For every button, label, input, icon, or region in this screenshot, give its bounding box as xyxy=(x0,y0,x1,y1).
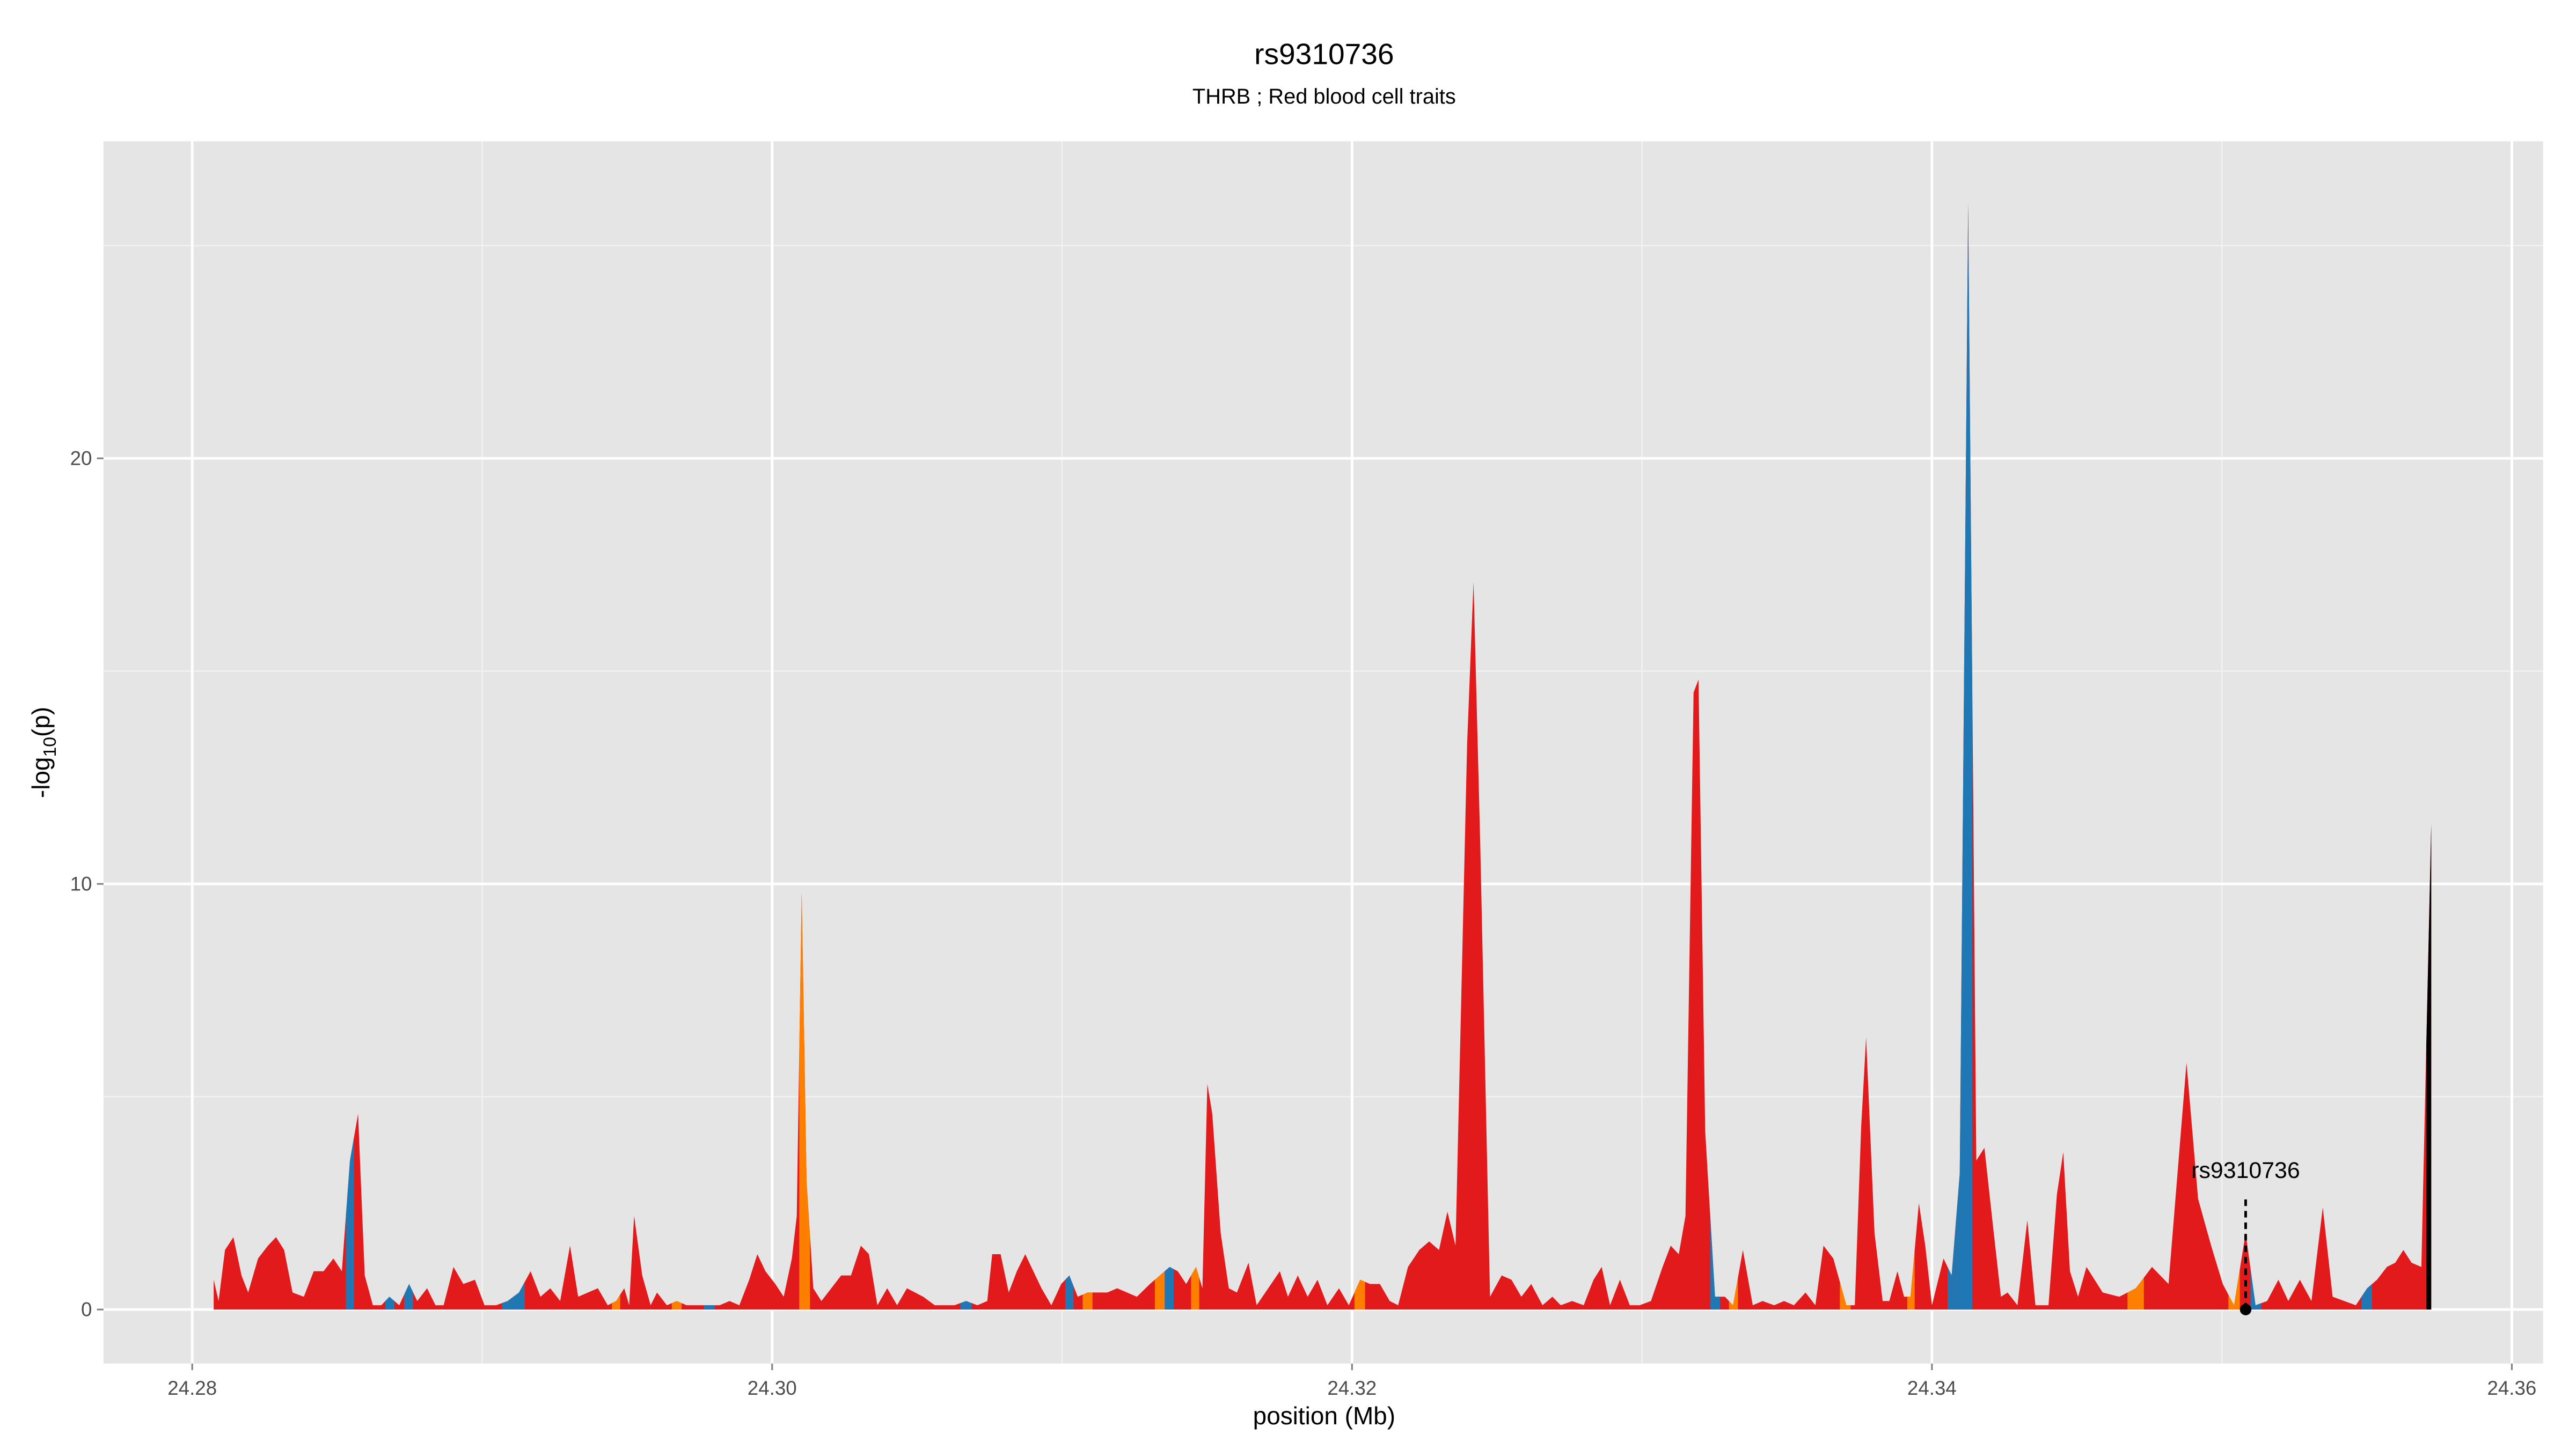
area-segment xyxy=(960,1301,972,1310)
area-segment xyxy=(1956,688,1964,1310)
area-segment xyxy=(1907,1250,1915,1310)
area-segment xyxy=(346,1137,354,1310)
area-segment xyxy=(1154,1271,1165,1310)
y-axis-label: -log10(p) xyxy=(27,707,60,798)
area-segment xyxy=(513,1282,525,1310)
area-segment xyxy=(1165,1267,1174,1310)
area-segment xyxy=(1840,1282,1851,1310)
area-segment xyxy=(2127,1277,2144,1310)
area-segment xyxy=(671,1301,682,1310)
chart-title: rs9310736 xyxy=(1254,37,1394,70)
area-segment xyxy=(1948,1224,1956,1310)
x-tick-label: 24.36 xyxy=(2487,1377,2536,1399)
area-segment xyxy=(1964,203,1972,1310)
area-segment xyxy=(1710,1213,1720,1310)
annotation-label: rs9310736 xyxy=(2191,1158,2300,1183)
y-axis-label-sub: 10 xyxy=(40,737,60,757)
area-segment xyxy=(799,892,804,1310)
area-segment xyxy=(1082,1292,1093,1310)
area-segment xyxy=(1065,1275,1074,1310)
plot-background xyxy=(103,141,2543,1364)
x-tick-label: 24.32 xyxy=(1327,1377,1377,1399)
area-segment xyxy=(1191,1267,1199,1310)
chart-subtitle: THRB ; Red blood cell traits xyxy=(1192,85,1456,108)
area-segment xyxy=(704,1305,715,1310)
y-tick-label: 20 xyxy=(70,447,92,469)
area-segment xyxy=(2250,1269,2262,1310)
area-segment xyxy=(612,1294,620,1310)
y-axis-label-suffix: (p) xyxy=(27,707,55,737)
area-segment xyxy=(1354,1279,1365,1310)
y-axis-label-main: -log xyxy=(27,757,55,799)
annotation-point xyxy=(2240,1304,2252,1315)
area-segment xyxy=(2228,1269,2240,1310)
area-segment xyxy=(404,1284,413,1310)
x-tick-label: 24.28 xyxy=(167,1377,217,1399)
area-segment xyxy=(804,1037,810,1310)
y-tick-label: 10 xyxy=(70,873,92,895)
area-segment xyxy=(385,1297,394,1310)
area-segment xyxy=(2361,1284,2373,1310)
x-tick-label: 24.34 xyxy=(1907,1377,1957,1399)
y-tick-label: 0 xyxy=(81,1298,92,1320)
area-segment xyxy=(1729,1277,1738,1310)
area-segment xyxy=(502,1297,514,1310)
area-segment xyxy=(2426,824,2432,1310)
x-axis-label: position (Mb) xyxy=(1253,1402,1395,1430)
x-tick-label: 24.30 xyxy=(748,1377,797,1399)
